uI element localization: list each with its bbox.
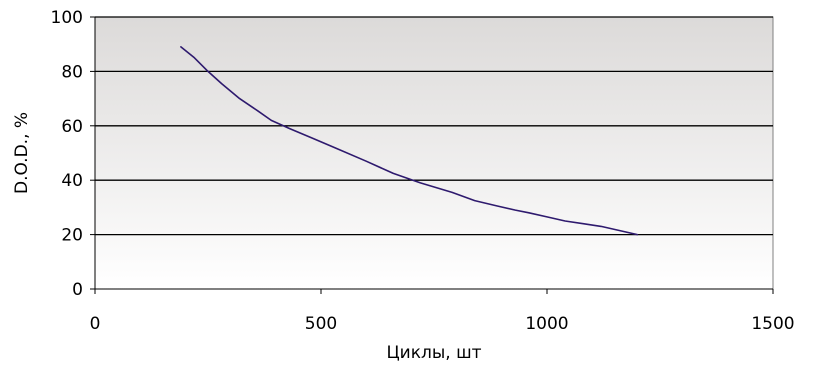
y-tick-label: 60 bbox=[61, 117, 83, 137]
x-axis-title: Циклы, шт bbox=[386, 343, 481, 363]
x-tick-label: 1000 bbox=[525, 314, 568, 334]
series-group bbox=[180, 46, 639, 236]
y-tick-label: 100 bbox=[51, 8, 83, 28]
y-tick-label: 40 bbox=[61, 171, 83, 191]
x-tick-label: 1500 bbox=[751, 314, 794, 334]
x-tick-label: 500 bbox=[305, 314, 337, 334]
y-axis-title: D.O.D., % bbox=[12, 112, 32, 194]
y-tick-label: 20 bbox=[61, 226, 83, 246]
x-tick-label: 0 bbox=[90, 314, 101, 334]
axes bbox=[90, 16, 774, 294]
y-tick-label: 0 bbox=[72, 280, 83, 300]
plot-area bbox=[94, 16, 774, 290]
series-line-0 bbox=[180, 46, 639, 236]
y-tick-label: 80 bbox=[61, 62, 83, 82]
